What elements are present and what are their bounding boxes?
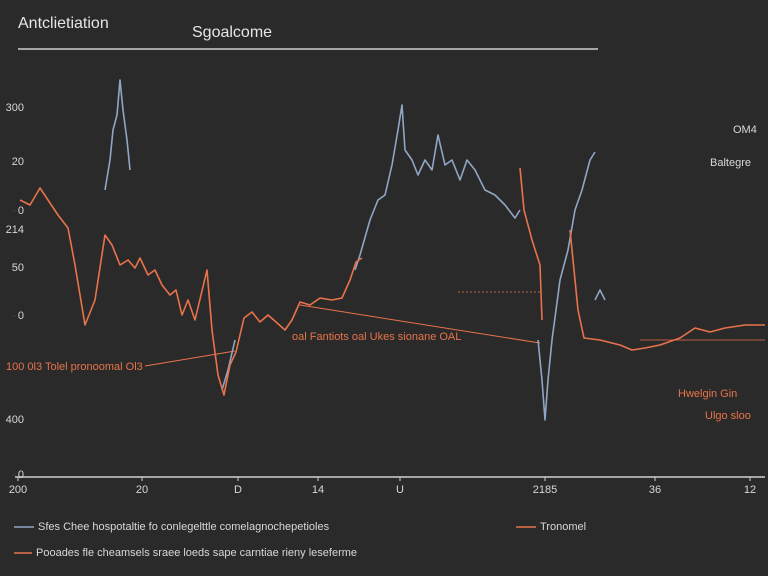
data-line: [19, 167, 765, 396]
y-tick-label: 0: [18, 205, 24, 217]
x-tick-label: 14: [312, 484, 324, 496]
legend-note: Pooades fle cheamsels sraee loeds sape c…: [36, 547, 357, 559]
annotation: Hwelgin Gin: [678, 388, 737, 400]
reference-line: [299, 304, 541, 344]
x-tick-label: 20: [136, 484, 148, 496]
x-tick-label: U: [396, 484, 404, 496]
y-tick-label: 0: [18, 469, 24, 481]
x-tick-label: 200: [9, 484, 27, 496]
annotation: OM4: [733, 124, 757, 136]
data-line: [104, 79, 606, 421]
y-tick-label: 50: [12, 262, 24, 274]
chart-title: Antclietiation: [18, 15, 109, 32]
x-tick-label: 2185: [533, 484, 557, 496]
x-tick-label: 12: [744, 484, 756, 496]
annotation: oal Fantiots oal Ukes sionane OAL: [292, 331, 461, 343]
annotation: 100 0l3 Tolel pronoomal Ol3: [6, 361, 143, 373]
reference-line: [144, 350, 236, 367]
chart-subtitle: Sgoalcome: [192, 24, 272, 41]
y-tick-label: 20: [12, 156, 24, 168]
y-tick-label: 0: [18, 310, 24, 322]
x-tick-label: D: [234, 484, 242, 496]
legend-label: Tronomel: [540, 521, 586, 533]
x-tick-label: 36: [649, 484, 661, 496]
legend-label: Sfes Chee hospotaltie fo conlegelttle co…: [38, 521, 330, 533]
annotation: Baltegre: [710, 157, 751, 169]
annotation: Ulgo sloo: [705, 410, 751, 422]
